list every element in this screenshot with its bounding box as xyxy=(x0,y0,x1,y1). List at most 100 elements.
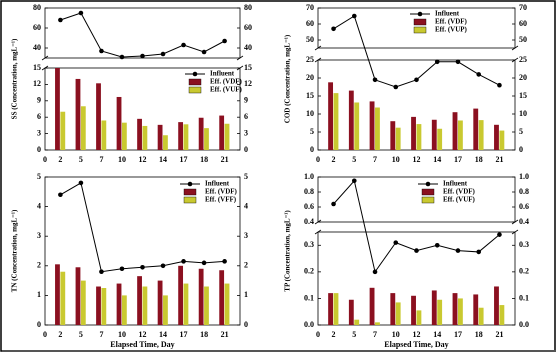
bar xyxy=(457,120,463,150)
y-tick-label: 0 xyxy=(37,320,41,329)
x-tick-label: 2 xyxy=(332,330,336,339)
x-tick-label: 17 xyxy=(180,330,188,339)
legend-point xyxy=(192,71,198,77)
x-origin-tick-label: 0 xyxy=(43,330,47,339)
y-tick-label: 70 xyxy=(306,3,314,12)
legend-swatch xyxy=(421,196,435,204)
legend-swatch xyxy=(413,18,427,26)
y-tick-label: 0.8 xyxy=(304,187,314,196)
point xyxy=(434,59,440,65)
x-tick-label: 17 xyxy=(454,330,462,339)
x-tick-label: 10 xyxy=(392,155,400,164)
bar xyxy=(142,125,148,150)
legend-label: Eff. (VFF) xyxy=(205,196,237,204)
legend-label: Eff. (VDF) xyxy=(435,18,468,26)
bar xyxy=(328,293,334,325)
point xyxy=(181,42,186,48)
x-tick-label: 14 xyxy=(159,155,167,164)
y2-tick-label: 20 xyxy=(519,73,527,82)
point xyxy=(393,240,399,245)
bar xyxy=(116,96,122,150)
y2-tick-label: 70 xyxy=(519,3,527,12)
point xyxy=(222,259,227,264)
x-tick-label: 5 xyxy=(352,155,356,164)
point xyxy=(58,192,63,198)
bar xyxy=(494,124,499,150)
y-tick-label: 0.0 xyxy=(304,320,314,329)
y-tick-label: 60 xyxy=(306,19,314,28)
y-tick-label: 3 xyxy=(37,231,41,240)
x-tick-label: 12 xyxy=(139,155,147,164)
y-tick-label: 20 xyxy=(306,73,314,82)
legend-swatch xyxy=(188,78,202,86)
x-tick-label: 14 xyxy=(433,155,441,164)
legend-label: Eff. (VDF) xyxy=(210,78,243,86)
bar xyxy=(224,283,230,325)
y2-tick-label: 25 xyxy=(519,55,527,64)
bar xyxy=(395,127,401,150)
bar xyxy=(80,106,86,150)
point xyxy=(476,72,482,77)
y2-tick-label: 50 xyxy=(519,35,527,44)
bar xyxy=(75,267,81,325)
x-axis-label: Elapsed Time, Day xyxy=(110,340,174,349)
bar xyxy=(416,124,422,150)
x-tick-label: 2 xyxy=(58,330,62,339)
point xyxy=(160,51,166,57)
x-tick-label: 21 xyxy=(495,330,503,339)
y-axis-label: COD (Concentration, mgL⁻¹) xyxy=(284,34,292,123)
point xyxy=(414,77,419,83)
x-tick-label: 18 xyxy=(475,155,483,164)
bar xyxy=(142,286,148,325)
y-tick-label: 15 xyxy=(33,63,41,72)
plot-frame-upper xyxy=(317,176,516,223)
axis-break xyxy=(511,45,519,51)
legend-label: Eff. (VUF) xyxy=(443,196,476,204)
x-tick-label: 7 xyxy=(99,155,103,164)
y-tick-label: 0.4 xyxy=(304,217,314,226)
y2-tick-label: 0.1 xyxy=(519,293,529,302)
y2-tick-label: 0.8 xyxy=(519,187,529,196)
y2-tick-label: 2 xyxy=(244,261,248,270)
bar xyxy=(437,128,443,150)
bar xyxy=(431,290,437,325)
bar xyxy=(395,302,401,325)
y2-tick-label: 0 xyxy=(519,145,523,154)
bar xyxy=(473,294,479,325)
point xyxy=(351,178,357,184)
bar xyxy=(437,299,443,325)
bar xyxy=(163,135,168,150)
bar xyxy=(60,111,66,150)
y2-tick-label: 6 xyxy=(244,112,248,121)
x-tick-label: 10 xyxy=(392,330,400,339)
legend-swatch xyxy=(188,86,202,94)
x-tick-label: 10 xyxy=(118,155,126,164)
y-tick-label: 50 xyxy=(306,35,314,44)
bar xyxy=(198,117,204,150)
point xyxy=(58,17,63,23)
axis-break xyxy=(41,55,49,61)
bar xyxy=(457,298,463,325)
y-tick-label: 25 xyxy=(306,55,314,64)
point xyxy=(181,259,186,264)
x-tick-label: 2 xyxy=(332,155,336,164)
point xyxy=(476,249,482,255)
y2-tick-label: 0.2 xyxy=(519,267,529,276)
point xyxy=(434,242,440,248)
y-tick-label: 0.3 xyxy=(304,240,314,249)
axis-break xyxy=(511,229,519,235)
point xyxy=(331,201,336,207)
x-tick-label: 5 xyxy=(79,155,83,164)
y2-tick-label: 1 xyxy=(244,290,248,299)
y-tick-label: 5 xyxy=(37,172,41,181)
bar xyxy=(369,287,375,325)
point xyxy=(119,266,125,272)
bar xyxy=(333,93,339,150)
y-tick-label: 0.2 xyxy=(304,267,314,276)
point xyxy=(201,260,207,266)
bar xyxy=(204,286,209,325)
bar xyxy=(390,121,396,150)
bar xyxy=(116,283,122,325)
x-tick-label: 5 xyxy=(352,330,356,339)
